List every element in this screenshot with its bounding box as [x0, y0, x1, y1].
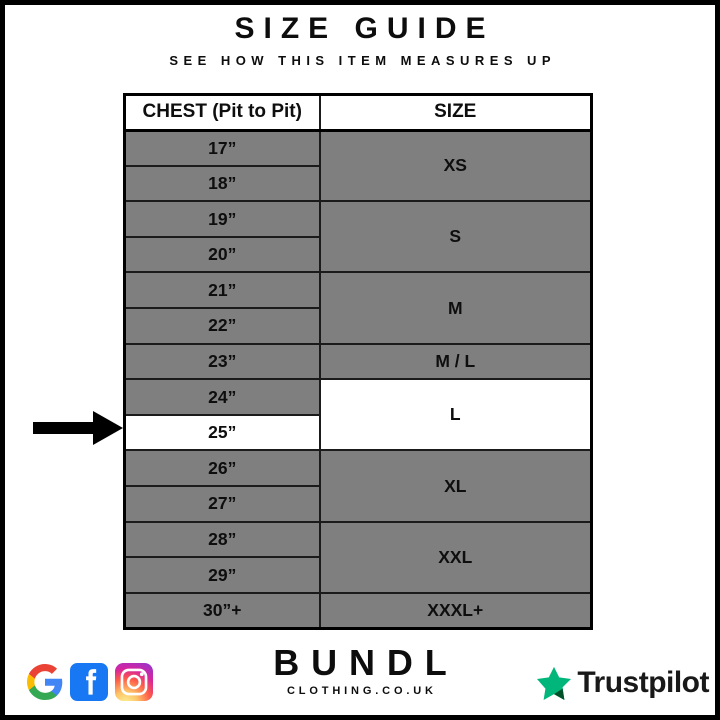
- size-cell: M / L: [318, 342, 593, 381]
- chest-cell: 19”: [123, 200, 321, 238]
- table-row: 17” XS: [123, 129, 593, 203]
- page-title: SIZE GUIDE: [234, 12, 495, 45]
- chest-cell: 23”: [123, 342, 321, 381]
- table-row: 30”+ XXXL+: [123, 591, 593, 630]
- trustpilot-logo[interactable]: Trustpilot: [536, 663, 709, 703]
- table-row: 18”: [123, 164, 592, 203]
- chest-cell: 24”: [123, 378, 321, 416]
- size-column-header: SIZE: [318, 93, 593, 132]
- table-row: 29”: [123, 556, 592, 594]
- table-row: 23” M / L: [123, 342, 593, 381]
- table-row: 22”: [123, 307, 592, 345]
- size-cell: S: [318, 200, 593, 274]
- page-subtitle: SEE HOW THIS ITEM MEASURES UP: [169, 53, 557, 68]
- table-row: 21” M: [123, 271, 593, 345]
- table-row: 20”: [123, 235, 592, 274]
- chest-cell: 21”: [123, 271, 321, 310]
- size-cell: M: [318, 271, 593, 345]
- brand-logo: BUNDL CLOTHING.CO.UK: [0, 645, 720, 697]
- table-header-row: CHEST (Pit to Pit) SIZE: [123, 93, 593, 132]
- chest-cell: 30”+: [123, 591, 321, 630]
- chest-cell: 22”: [123, 307, 321, 345]
- chest-cell: 20”: [123, 235, 321, 274]
- chest-cell: 18”: [123, 164, 321, 203]
- social-icons-group: [27, 660, 153, 704]
- google-icon[interactable]: [27, 664, 63, 700]
- brand-domain: CLOTHING.CO.UK: [287, 685, 437, 697]
- table-row: 25”: [123, 413, 592, 452]
- chest-column-header: CHEST (Pit to Pit): [123, 93, 321, 132]
- chest-cell: 17”: [123, 129, 321, 167]
- size-cell: XS: [318, 129, 593, 203]
- highlight-arrow-icon: [33, 411, 123, 445]
- table-row: 27”: [123, 485, 592, 523]
- size-cell: XXXL+: [318, 591, 593, 630]
- trustpilot-label: Trustpilot: [577, 666, 709, 699]
- brand-name: BUNDL: [273, 642, 459, 683]
- size-guide-table: CHEST (Pit to Pit) SIZE 17” XS 18” 19” S 20” 2…: [123, 93, 593, 630]
- table-row: 19” S: [123, 200, 593, 274]
- table-row: 28” XXL: [123, 520, 593, 594]
- chest-cell: 26”: [123, 449, 321, 488]
- facebook-icon[interactable]: [70, 663, 108, 701]
- chest-cell: 27”: [123, 485, 321, 523]
- table-row: 24” L: [123, 378, 593, 452]
- size-cell: XXL: [318, 520, 593, 594]
- size-cell: XL: [318, 449, 593, 523]
- chest-cell: 28”: [123, 520, 321, 559]
- trustpilot-star-icon: [537, 666, 572, 700]
- instagram-icon[interactable]: [115, 663, 153, 701]
- size-cell: L: [318, 378, 593, 452]
- chest-cell: 25”: [123, 413, 321, 452]
- chest-cell: 29”: [123, 556, 321, 594]
- size-table-body: 17” XS 18” 19” S 20” 21” M 22” 23” M / L 24” L 25” 26”…: [123, 129, 593, 630]
- table-row: 26” XL: [123, 449, 593, 523]
